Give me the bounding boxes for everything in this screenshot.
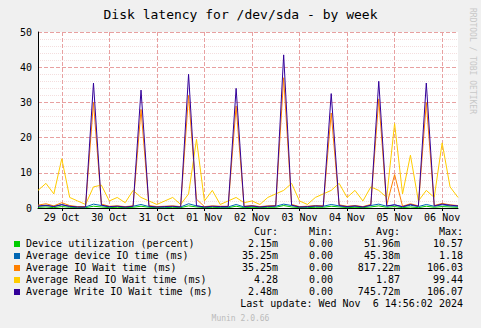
html-text:Last update: Wed Nov 6 14:56:0: Last update: Wed Nov 6 14:56:02 2024 [240, 298, 463, 309]
html-text:Max:: Max: [438, 226, 463, 237]
html-text:RRDTOOL / TOBI OETIKER: RRDTOOL / TOBI OETIKER [468, 8, 477, 114]
svg-text:03 Nov: 03 Nov [281, 212, 317, 223]
svg-text:04 Nov: 04 Nov [329, 212, 365, 223]
html-text:Cur:: Cur: [253, 226, 278, 237]
svg-text:0: 0 [26, 203, 32, 214]
html-text:817.22m: 817.22m [357, 262, 400, 273]
html-text:51.96m: 51.96m [363, 238, 400, 249]
html-text:0.00: 0.00 [308, 262, 333, 273]
html-text:10.57: 10.57 [432, 238, 463, 249]
html-text:45.38m: 45.38m [363, 250, 400, 261]
svg-text:Disk latency for /dev/sda - by: Disk latency for /dev/sda - by week [104, 7, 378, 22]
html-text:2.48m: 2.48m [247, 286, 278, 297]
html-text:0.00: 0.00 [308, 274, 333, 285]
html-text:Average Read IO Wait time (ms): Average Read IO Wait time (ms) [26, 274, 207, 285]
svg-text:05 Nov: 05 Nov [377, 212, 413, 223]
html-text:106.07: 106.07 [426, 286, 463, 297]
html-text:0.00: 0.00 [308, 238, 333, 249]
html-text:Average device IO time (ms): Average device IO time (ms) [26, 250, 189, 261]
html-text:Min:: Min: [308, 226, 333, 237]
svg-text:31 Oct: 31 Oct [139, 212, 175, 223]
html-text:Avg:: Avg: [375, 226, 400, 237]
svg-text:30 Oct: 30 Oct [91, 212, 127, 223]
html-text:745.72m: 745.72m [357, 286, 400, 297]
html-text:Munin 2.0.66: Munin 2.0.66 [211, 314, 270, 323]
svg-text:06 Nov: 06 Nov [424, 212, 460, 223]
svg-text:30: 30 [20, 97, 32, 108]
html-text:1.18: 1.18 [438, 250, 463, 261]
html-text:2.15m: 2.15m [247, 238, 278, 249]
html-text:Average Write IO Wait time (ms: Average Write IO Wait time (ms) [26, 286, 213, 297]
html-text:Device utilization (percent): Device utilization (percent) [26, 238, 195, 249]
svg-text:50: 50 [20, 27, 32, 38]
svg-text:01 Nov: 01 Nov [186, 212, 222, 223]
html-text:4.28: 4.28 [253, 274, 278, 285]
html-text:1.87: 1.87 [375, 274, 400, 285]
html-text:Average IO Wait time (ms): Average IO Wait time (ms) [26, 262, 177, 273]
html-text:35.25m: 35.25m [241, 262, 278, 273]
html-text:0.00: 0.00 [308, 250, 333, 261]
html-text:0.00: 0.00 [308, 286, 333, 297]
svg-text:40: 40 [20, 62, 32, 73]
html-text:99.44: 99.44 [432, 274, 463, 285]
svg-text:02 Nov: 02 Nov [234, 212, 270, 223]
svg-text:10: 10 [20, 167, 32, 178]
svg-text:29 Oct: 29 Oct [44, 212, 80, 223]
html-text:106.03: 106.03 [426, 262, 463, 273]
html-text:35.25m: 35.25m [241, 250, 278, 261]
svg-text:20: 20 [20, 132, 32, 143]
